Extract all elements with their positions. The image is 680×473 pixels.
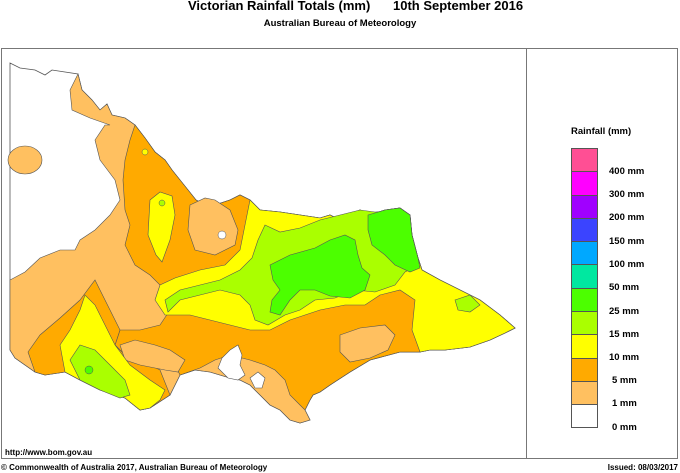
legend-swatch-1-5 — [571, 380, 598, 405]
band-15mm-sw — [69, 344, 131, 399]
band-1mm-inner — [187, 197, 239, 256]
legend-label: 15 mm — [609, 329, 640, 340]
rainfall-map — [7, 62, 516, 424]
legend-label: 10 mm — [609, 352, 640, 363]
issued-date: Issued: 08/03/2017 — [607, 463, 678, 472]
title-text: Victorian Rainfall Totals (mm) — [188, 0, 371, 13]
legend-swatch-300-400 — [571, 171, 598, 195]
band-10mm-dot — [141, 148, 149, 156]
legend-swatch-5-10 — [571, 357, 598, 381]
legend-title: Rainfall (mm) — [571, 126, 632, 137]
subtitle: Australian Bureau of Meteorology — [263, 18, 417, 29]
legend-swatch-150-200 — [571, 217, 598, 242]
port-phillip-bay — [217, 344, 246, 381]
legend-label: 400 mm — [609, 166, 645, 177]
legend-label: 100 mm — [609, 259, 645, 270]
band-25mm-dot-sw — [84, 365, 94, 375]
legend-swatch-15-25 — [571, 311, 598, 335]
legend-color-scale — [571, 148, 598, 428]
band-25mm-ne — [367, 207, 421, 273]
western-port — [249, 371, 266, 389]
legend-label: 25 mm — [609, 306, 640, 317]
band-1mm-south — [119, 339, 186, 373]
legend-swatch-10-15 — [571, 334, 598, 358]
frame-divider — [526, 48, 527, 459]
legend-label: 0 mm — [612, 422, 637, 433]
legend-swatch-200-300 — [571, 194, 598, 218]
legend-label: 50 mm — [609, 282, 640, 293]
legend-label: 200 mm — [609, 212, 645, 223]
legend-label: 1 mm — [612, 398, 637, 409]
band-0mm-dot — [217, 230, 227, 240]
legend-label: 5 mm — [612, 375, 637, 386]
legend-swatch-25-50 — [571, 287, 598, 312]
legend-swatch-100-150 — [571, 241, 598, 265]
band-1mm-patch — [7, 145, 43, 175]
copyright-notice: © Commonwealth of Australia 2017, Austra… — [1, 463, 268, 472]
band-15mm-east — [454, 294, 481, 313]
band-1mm-east — [339, 324, 396, 363]
title-date: 10th September 2016 — [393, 0, 524, 13]
legend-label: 150 mm — [609, 236, 645, 247]
band-25mm-dot-west — [158, 199, 166, 207]
legend-swatch-0-1 — [571, 404, 598, 428]
source-url[interactable]: http://www.bom.gov.au — [5, 448, 93, 457]
band-10mm-west — [147, 191, 176, 263]
map-frame — [1, 48, 678, 459]
band-25mm-central — [269, 234, 371, 316]
legend-swatch-above-400 — [571, 148, 598, 172]
legend-swatch-50-100 — [571, 264, 598, 288]
legend-label: 300 mm — [609, 189, 645, 200]
